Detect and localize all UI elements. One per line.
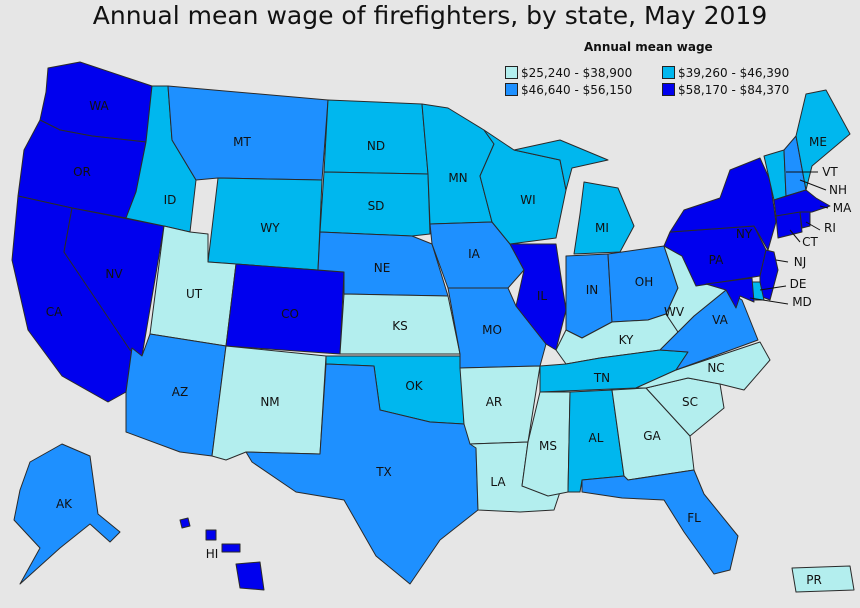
- legend-item-bin-1: $25,240 - $38,900: [505, 66, 632, 80]
- state-label-sc: SC: [682, 395, 698, 409]
- state-label-ca: CA: [46, 305, 63, 319]
- state-label-ky: KY: [619, 333, 634, 347]
- state-label-tn: TN: [593, 371, 610, 385]
- state-label-ak: AK: [56, 497, 73, 511]
- state-label-ri: RI: [824, 221, 836, 235]
- state-label-tx: TX: [375, 465, 392, 479]
- state-ak[interactable]: [13, 443, 121, 585]
- state-label-ia: IA: [468, 247, 481, 261]
- state-label-mt: MT: [233, 135, 251, 149]
- state-mo[interactable]: [447, 287, 547, 369]
- legend-swatch: [662, 83, 675, 96]
- state-label-nc: NC: [707, 361, 724, 375]
- state-label-vt: VT: [822, 165, 838, 179]
- state-label-pa: PA: [709, 253, 724, 267]
- legend-label: $39,260 - $46,390: [678, 66, 790, 80]
- state-sd[interactable]: [319, 171, 431, 237]
- state-label-ms: MS: [539, 439, 557, 453]
- state-mt[interactable]: [167, 85, 329, 181]
- legend-swatch: [662, 66, 675, 79]
- state-label-nm: NM: [260, 395, 279, 409]
- state-label-al: AL: [589, 431, 604, 445]
- legend-swatch: [505, 83, 518, 96]
- state-label-md: MD: [792, 295, 812, 309]
- state-tx[interactable]: [245, 363, 479, 585]
- state-fl[interactable]: [581, 469, 739, 575]
- legend-label: $25,240 - $38,900: [521, 66, 633, 80]
- state-label-ct: CT: [802, 235, 818, 249]
- leader-lines: [749, 171, 829, 305]
- state-label-wa: WA: [89, 99, 109, 113]
- state-label-nv: NV: [105, 267, 123, 281]
- state-label-co: CO: [281, 307, 299, 321]
- state-mn[interactable]: [421, 103, 495, 225]
- state-label-me: ME: [809, 135, 827, 149]
- state-ny[interactable]: [669, 157, 777, 251]
- state-label-wv: WV: [664, 305, 685, 319]
- state-label-nh: NH: [829, 183, 847, 197]
- state-label-nj: NJ: [794, 255, 807, 269]
- state-label-sd: SD: [368, 199, 385, 213]
- legend-item-bin-3: $46,640 - $56,150: [505, 83, 632, 97]
- state-label-mn: MN: [448, 171, 467, 185]
- state-label-de: DE: [790, 277, 807, 291]
- state-label-pr: PR: [806, 573, 822, 587]
- state-ri[interactable]: [799, 211, 811, 229]
- state-label-in: IN: [586, 283, 599, 297]
- state-label-mo: MO: [482, 323, 502, 337]
- state-label-oh: OH: [635, 275, 653, 289]
- state-pr[interactable]: [791, 565, 855, 593]
- state-label-id: ID: [164, 193, 177, 207]
- state-label-az: AZ: [172, 385, 188, 399]
- state-label-la: LA: [490, 475, 506, 489]
- state-label-nd: ND: [367, 139, 385, 153]
- state-hi[interactable]: [179, 517, 265, 591]
- legend-item-bin-2: $39,260 - $46,390: [662, 66, 789, 80]
- state-label-ma: MA: [833, 201, 852, 215]
- legend-label: $46,640 - $56,150: [521, 83, 633, 97]
- legend-label: $58,170 - $84,370: [678, 83, 790, 97]
- map-title: Annual mean wage of firefighters, by sta…: [92, 1, 768, 30]
- state-label-ne: NE: [374, 261, 391, 275]
- state-label-ks: KS: [392, 319, 408, 333]
- legend-swatch: [505, 66, 518, 79]
- state-nc[interactable]: [635, 341, 771, 391]
- state-label-hi: HI: [206, 547, 219, 561]
- state-label-wy: WY: [260, 221, 280, 235]
- state-label-il: IL: [537, 289, 548, 303]
- state-nd[interactable]: [323, 99, 429, 175]
- state-label-fl: FL: [687, 511, 701, 525]
- state-label-ok: OK: [405, 379, 423, 393]
- state-label-mi: MI: [595, 221, 609, 235]
- state-label-ar: AR: [486, 395, 503, 409]
- state-il[interactable]: [509, 243, 567, 351]
- state-label-va: VA: [712, 313, 728, 327]
- state-ct[interactable]: [775, 211, 803, 239]
- state-md[interactable]: [705, 277, 755, 309]
- state-label-wi: WI: [520, 193, 535, 207]
- legend-item-bin-4: $58,170 - $84,370: [662, 83, 789, 97]
- state-label-ny: NY: [736, 227, 753, 241]
- legend-title: Annual mean wage: [584, 40, 713, 54]
- state-label-ga: GA: [643, 429, 661, 443]
- state-label-ut: UT: [186, 287, 203, 301]
- state-label-or: OR: [73, 165, 91, 179]
